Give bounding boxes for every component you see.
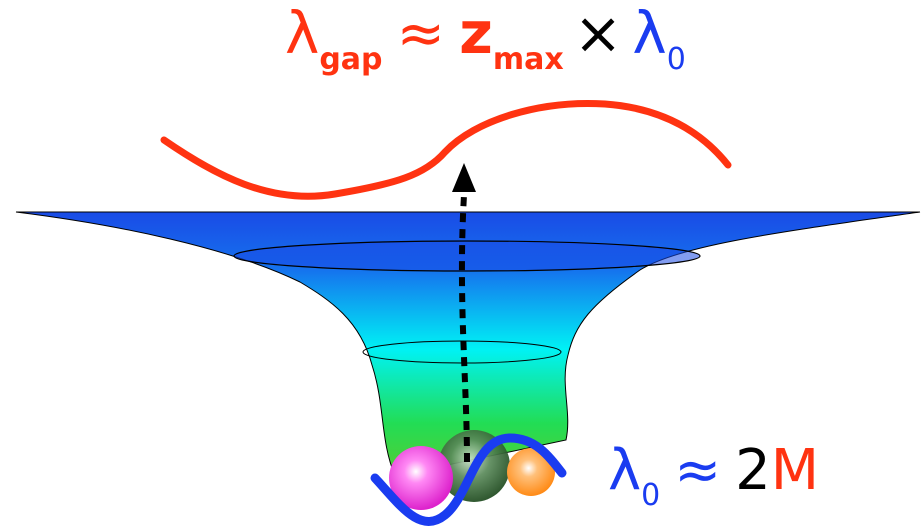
gap-equation: λgap ≈ zmax × λ0	[285, 4, 686, 75]
times-symbol: ×	[573, 0, 623, 67]
red-wave	[160, 100, 732, 200]
two-symbol: 2	[735, 438, 771, 503]
lambda0-equation: λ0 ≈2M	[608, 443, 819, 511]
lambda-gap-symbol: λgap	[285, 0, 383, 77]
mass-symbol: M	[770, 438, 820, 503]
blue-wave	[370, 433, 567, 526]
lambda0-symbol-bottom: λ0	[608, 438, 661, 513]
pink-ball	[389, 446, 453, 510]
z-max-symbol: zmax	[459, 0, 564, 77]
upper-ring	[233, 240, 701, 272]
approx-symbol-bottom: ≈	[674, 438, 722, 503]
dashed-arrow-line	[458, 194, 470, 463]
arrow-head	[452, 163, 476, 192]
orange-ball	[507, 448, 555, 496]
approx-symbol: ≈	[396, 0, 446, 67]
lambda0-symbol: λ0	[632, 0, 686, 77]
